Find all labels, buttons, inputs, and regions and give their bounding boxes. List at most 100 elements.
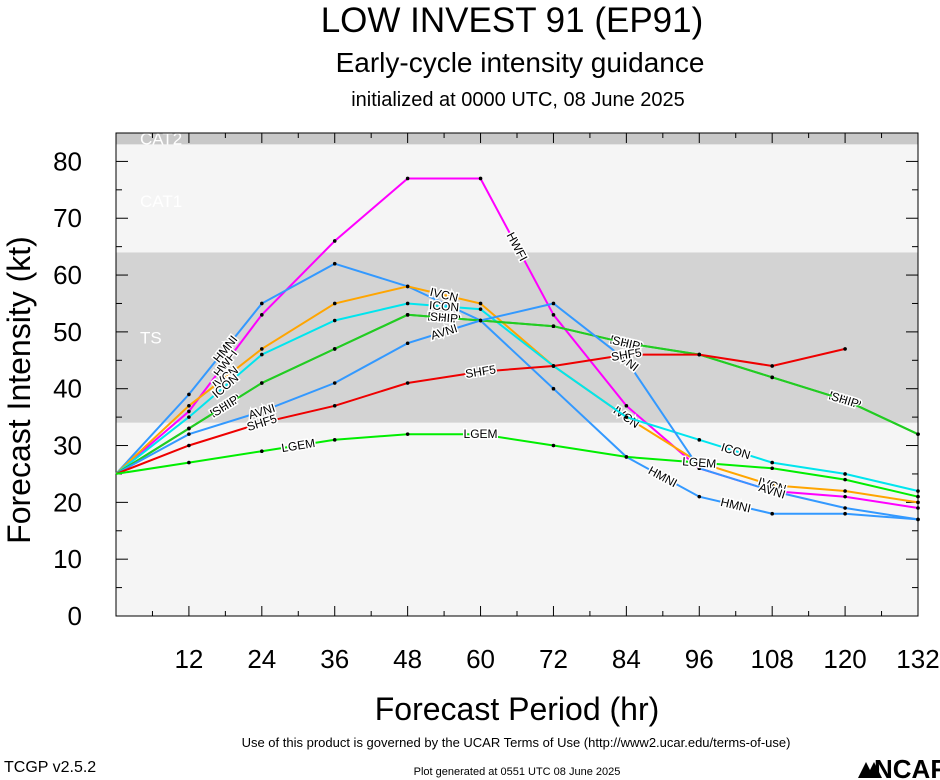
series-line-avni <box>115 302 919 521</box>
series-point-icon <box>843 472 847 476</box>
series-point-hwfi <box>332 239 337 243</box>
series-point-avni <box>187 432 191 436</box>
series-point-avni <box>697 466 702 471</box>
series-point-icon <box>332 318 337 323</box>
plot-area: TS CAT1 CAT2 12 24 36 48 60 72 84 96 108 120 132 0 10 20… <box>53 130 940 674</box>
series-point-ship <box>405 313 410 317</box>
series-point-icon <box>916 489 920 493</box>
x-tick-label: 84 <box>612 644 641 674</box>
header: LOW INVEST 91 (EP91) Early-cycle intensi… <box>321 1 705 111</box>
series-point-ivcn <box>478 301 483 306</box>
series-point-ivcn <box>332 301 337 306</box>
series-point-hmni <box>551 386 556 391</box>
series-point-avni <box>551 301 556 306</box>
version-text: TCGP v2.5.2 <box>4 759 96 776</box>
series-point-shf5 <box>551 364 556 368</box>
series-point-avni <box>260 409 264 414</box>
series-point-hwfi <box>478 176 483 181</box>
y-tick-label: 20 <box>53 487 82 517</box>
series-label-shf5: SHF5 <box>610 345 643 364</box>
band-label-ts: TS <box>140 329 162 348</box>
series-point-shf5 <box>405 381 410 385</box>
init-time: initialized at 0000 UTC, 08 June 2025 <box>351 89 685 111</box>
chart-subtitle: Early-cycle intensity guidance <box>336 47 705 78</box>
band-cat1 <box>116 144 918 253</box>
series-point-lgem <box>697 460 702 465</box>
series-line-hwfi <box>115 177 919 509</box>
x-tick-label: 72 <box>539 644 568 674</box>
x-axis-label: Forecast Period (hr) <box>375 691 660 727</box>
series-point-ivcn <box>405 284 410 289</box>
y-tick-label: 80 <box>53 146 82 176</box>
series-point-ship <box>624 341 629 346</box>
series-point-avni <box>478 318 483 323</box>
series-point-avni <box>770 489 774 493</box>
series-point-icon <box>770 460 774 465</box>
x-tick-label: 12 <box>174 644 203 674</box>
series-point-ship <box>187 426 191 431</box>
series-point-lgem <box>332 438 337 442</box>
x-tick-label: 60 <box>466 644 495 674</box>
y-tick-label: 30 <box>53 431 82 461</box>
series-label-lgem: LGEM <box>280 436 316 455</box>
series-point-shf5 <box>843 347 847 351</box>
series-point-lgem <box>260 449 264 454</box>
band-label-cat1: CAT1 <box>140 192 182 211</box>
series-point-hwfi <box>624 403 629 408</box>
series-point-lgem <box>405 432 410 436</box>
series-point-hwfi <box>405 176 410 181</box>
series-point-ivcn <box>916 500 920 505</box>
series-point-lgem <box>478 432 483 436</box>
terms-text: Use of this product is governed by the U… <box>242 735 791 750</box>
series-point-ship <box>916 432 920 436</box>
y-tick-label: 70 <box>53 203 82 233</box>
series-point-hmni <box>260 301 264 306</box>
x-tick-label: 96 <box>685 644 714 674</box>
x-tick-label: 108 <box>750 644 793 674</box>
series-point-lgem <box>551 443 556 448</box>
series-point-hmni <box>843 511 847 516</box>
series-point-lgem <box>843 477 847 482</box>
series-point-lgem <box>624 455 629 459</box>
y-tick-label: 10 <box>53 544 82 574</box>
series-point-hwfi <box>187 409 191 414</box>
series-point-ivcn <box>770 483 774 488</box>
ncar-logo: NCAR <box>858 754 940 780</box>
series-line-ivcn <box>115 285 919 504</box>
series-point-shf5 <box>187 443 191 448</box>
series-point-avni <box>624 358 629 363</box>
series-point-hwfi <box>916 506 920 510</box>
series-point-hwfi <box>551 313 556 317</box>
series-point-hmni <box>770 511 774 516</box>
series-point-ship <box>843 398 847 402</box>
series-point-icon <box>697 438 702 442</box>
series-point-icon <box>478 307 483 311</box>
band-cat2 <box>116 133 918 145</box>
ncar-logo-text: NCAR <box>874 754 940 780</box>
series-point-ivcn <box>843 489 847 493</box>
series-point-icon <box>260 352 264 357</box>
series-point-ship <box>770 375 774 380</box>
series-point-icon <box>405 301 410 306</box>
y-tick-label: 40 <box>53 374 82 404</box>
series-point-icon <box>187 415 191 419</box>
series-point-ship <box>551 324 556 329</box>
series-label-lgem: LGEM <box>464 427 498 441</box>
series-label-ship: SHIP <box>430 310 459 326</box>
series-point-lgem <box>187 460 191 465</box>
x-tick-label: 24 <box>247 644 276 674</box>
band-label-cat2: CAT2 <box>140 130 182 149</box>
band-below-ts <box>116 422 918 616</box>
series-point-hmni <box>187 392 191 397</box>
series-point-avni <box>843 506 847 510</box>
series-point-icon <box>624 415 629 419</box>
ncar-logo-icon <box>858 762 882 778</box>
series-point-ship <box>260 381 264 385</box>
x-tick-label: 36 <box>320 644 349 674</box>
x-tick-label: 132 <box>896 644 939 674</box>
chart-title: LOW INVEST 91 (EP91) <box>321 1 704 40</box>
y-tick-label: 0 <box>68 601 82 631</box>
generated-text: Plot generated at 0551 UTC 08 June 2025 <box>414 766 621 778</box>
series-line-ship <box>115 313 919 475</box>
